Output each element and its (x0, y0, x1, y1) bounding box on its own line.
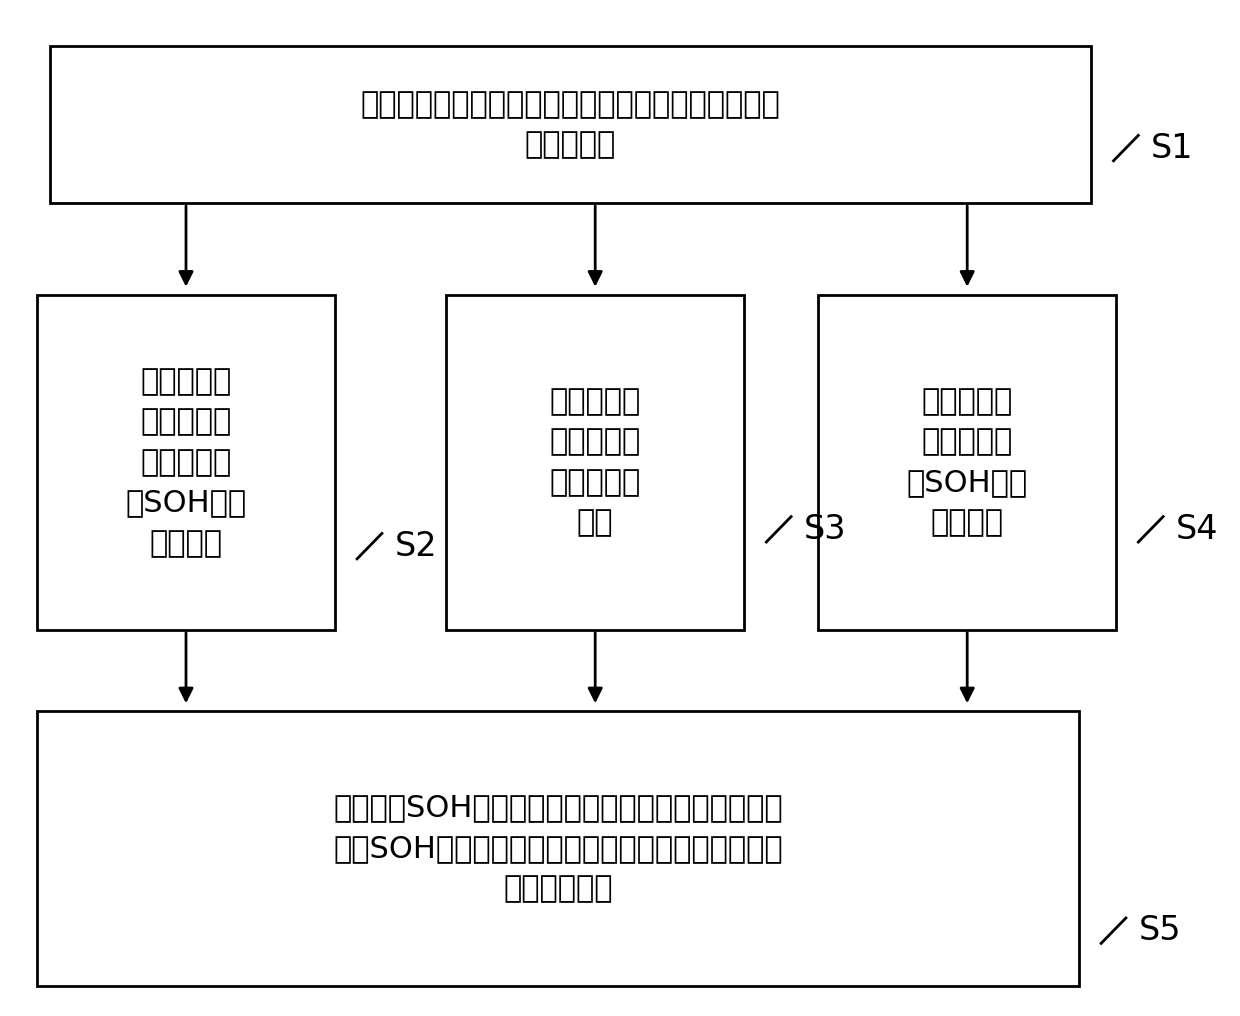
Bar (446, 295, 744, 630)
Bar (50, 46, 1091, 203)
Text: 根据历史使
用信息，确
定蓄电池容
量SOH历史
衰减趋势: 根据历史使 用信息，确 定蓄电池容 量SOH历史 衰减趋势 (125, 367, 247, 558)
Bar (37, 711, 1079, 986)
Text: S5: S5 (1138, 914, 1180, 947)
Text: 获取二手电池的历史使用信息、性能测试信息以及目
标使用场景: 获取二手电池的历史使用信息、性能测试信息以及目 标使用场景 (361, 89, 780, 160)
Text: S1: S1 (1151, 132, 1193, 165)
Text: S4: S4 (1176, 513, 1218, 546)
Text: S2: S2 (394, 529, 436, 563)
Bar (37, 295, 335, 630)
Text: 根据所述SOH历史衰减趋势、所述实际储能参数以及
所述SOH使用衰减因子，确定在目标使用场景下二手
电池使用寿命: 根据所述SOH历史衰减趋势、所述实际储能参数以及 所述SOH使用衰减因子，确定在… (334, 793, 782, 903)
Bar (818, 295, 1116, 630)
Text: 根据目标使
用场景，确
定SOH使用
衰减因子: 根据目标使 用场景，确 定SOH使用 衰减因子 (906, 387, 1028, 537)
Text: S3: S3 (804, 513, 846, 546)
Text: 根据性能测
试信息，确
定实际储能
参数: 根据性能测 试信息，确 定实际储能 参数 (549, 387, 641, 537)
